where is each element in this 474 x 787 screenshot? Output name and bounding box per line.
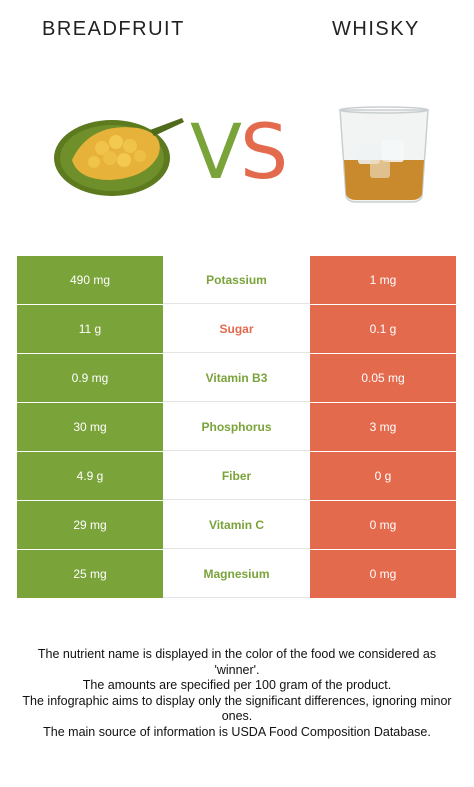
footnote-line: The amounts are specified per 100 gram o… (82, 678, 392, 692)
table-row: 4.9 g Fiber 0 g (17, 452, 457, 501)
table-row: 0.9 mg Vitamin B3 0.05 mg (17, 354, 457, 403)
nutrient-name: Vitamin B3 (163, 354, 310, 402)
nutrient-name: Magnesium (163, 550, 310, 598)
left-value: 0.9 mg (17, 354, 163, 402)
nutrient-name: Fiber (163, 452, 310, 500)
nutrient-name: Phosphorus (163, 403, 310, 451)
table-row: 29 mg Vitamin C 0 mg (17, 501, 457, 550)
right-value: 0 g (310, 452, 456, 500)
left-food-title: BREADFRUIT (42, 18, 185, 40)
right-value: 0.05 mg (310, 354, 456, 402)
breadfruit-stem (150, 118, 184, 136)
footnote-line: The main source of information is USDA F… (43, 724, 431, 739)
left-value: 490 mg (17, 256, 163, 304)
nutrient-name: Sugar (163, 305, 310, 353)
row-divider (17, 402, 457, 403)
row-divider (17, 549, 457, 550)
row-divider (17, 304, 457, 305)
row-divider (17, 353, 457, 354)
footnote-line: The infographic aims to display only the… (22, 693, 452, 708)
left-value: 4.9 g (17, 452, 163, 500)
right-value: 0.1 g (310, 305, 456, 353)
whisky-liquid (344, 160, 424, 200)
table-row: 25 mg Magnesium 0 mg (17, 550, 457, 599)
row-divider (17, 500, 457, 501)
right-food-title: WHISKY (332, 18, 420, 40)
nutrient-name: Vitamin C (163, 501, 310, 549)
left-value: 11 g (17, 305, 163, 353)
right-value: 3 mg (310, 403, 456, 451)
left-value: 30 mg (17, 403, 163, 451)
footnote-line: The nutrient name is displayed in the co… (37, 647, 437, 661)
footnote-line: 'winner'. (214, 662, 260, 677)
vs-letter-v: V (190, 107, 242, 196)
table-row: 490 mg Potassium 1 mg (17, 256, 457, 305)
breadfruit-image (54, 118, 184, 196)
ice-cube (370, 160, 390, 178)
ice-cube (382, 140, 404, 162)
footnote-line: ones. (221, 709, 253, 723)
nutrient-name: Potassium (163, 256, 310, 304)
row-divider (17, 451, 457, 452)
ice-cube (358, 144, 380, 164)
right-value: 0 mg (310, 550, 456, 598)
right-value: 1 mg (310, 256, 456, 304)
table-row: 30 mg Phosphorus 3 mg (17, 403, 457, 452)
footnote: The nutrient name is displayed in the co… (10, 647, 464, 740)
table-row: 11 g Sugar 0.1 g (17, 305, 457, 354)
left-value: 29 mg (17, 501, 163, 549)
right-value: 0 mg (310, 501, 456, 549)
nutrient-comparison-table: 490 mg Potassium 1 mg 11 g Sugar 0.1 g 0… (17, 256, 457, 599)
vs-letter-s: S (240, 107, 289, 196)
vs-label: V S (190, 112, 290, 192)
whisky-glass-image (339, 106, 429, 203)
left-value: 25 mg (17, 550, 163, 598)
